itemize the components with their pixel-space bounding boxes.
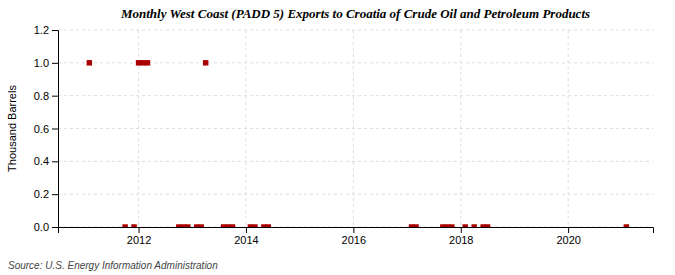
y-tick-label: 0.0	[34, 221, 49, 233]
y-axis-title: Thousand Barrels	[6, 85, 18, 172]
point	[471, 224, 476, 227]
point	[485, 224, 490, 227]
point	[624, 224, 629, 227]
point	[131, 224, 136, 227]
y-tick-label: 0.8	[34, 90, 49, 102]
x-tick-label: 2016	[342, 234, 366, 246]
plot: 2012 2014 2016 2018 2020 0.0 0.2 0.4 0.6 0.8 1.0 1.…	[34, 24, 654, 246]
grid-line-y	[58, 30, 653, 31]
y-tick-mark	[52, 227, 58, 228]
y-tick-mark	[52, 161, 58, 162]
source: Source: U.S. Energy Information Administ…	[8, 260, 218, 271]
point	[413, 224, 418, 227]
x-tick: 2016	[342, 227, 366, 246]
point	[266, 224, 271, 227]
y-tick-mark	[52, 63, 58, 64]
x-tick-mark	[353, 227, 354, 233]
point	[203, 60, 208, 65]
y-tick-label: 0.4	[34, 155, 49, 167]
x-axis-line	[59, 228, 654, 234]
x-tick-label: 2012	[127, 234, 151, 246]
y-tick: 0.4	[34, 155, 58, 167]
y-tick-mark	[52, 194, 58, 195]
x-tick-mark	[568, 227, 569, 233]
grid-line-y	[58, 194, 653, 195]
x-tick: 2020	[556, 227, 580, 246]
grid-line-y	[58, 128, 653, 129]
grid	[58, 30, 653, 227]
point	[198, 224, 203, 227]
x-axis: 2012 2014 2016 2018 2020	[59, 227, 654, 246]
y-tick-label: 1.2	[34, 24, 49, 36]
point	[462, 224, 467, 227]
point	[145, 60, 150, 65]
x-tick-mark	[139, 227, 140, 233]
y-tick-mark	[52, 129, 58, 130]
y-tick: 0.0	[34, 221, 58, 233]
y-tick-mark	[52, 96, 58, 97]
y-tick-label: 0.6	[34, 123, 49, 135]
x-tick-mark	[461, 227, 462, 233]
y-tick-mark	[52, 30, 58, 31]
grid-line-y	[58, 95, 653, 96]
point	[122, 224, 127, 227]
x-tick: 2012	[127, 227, 151, 246]
x-tick: 2018	[449, 227, 473, 246]
points	[87, 60, 629, 227]
y-tick: 1.2	[34, 24, 58, 36]
point	[252, 224, 257, 227]
y-axis-line	[52, 31, 59, 228]
y-tick: 0.2	[34, 188, 58, 200]
point	[87, 60, 92, 65]
y-tick-label: 1.0	[34, 57, 49, 69]
x-tick-label: 2014	[234, 234, 258, 246]
y-tick: 0.8	[34, 90, 58, 102]
y-tick-label: 0.2	[34, 188, 49, 200]
y-tick: 1.0	[34, 57, 58, 69]
title: Monthly West Coast (PADD 5) Exports to C…	[120, 6, 590, 21]
point	[449, 224, 454, 227]
x-tick-label: 2020	[556, 234, 580, 246]
y-tick: 0.6	[34, 123, 58, 135]
chart: 2012 2014 2016 2018 2020 0.0 0.2 0.4 0.6 0.8 1.0 1.…	[0, 0, 675, 275]
point	[185, 224, 190, 227]
x-tick-mark	[246, 227, 247, 233]
x-tick-label: 2018	[449, 234, 473, 246]
grid-line-y	[58, 161, 653, 162]
x-tick: 2014	[234, 227, 258, 246]
point	[230, 224, 235, 227]
y-axis: 0.0 0.2 0.4 0.6 0.8 1.0 1.2	[34, 24, 59, 233]
